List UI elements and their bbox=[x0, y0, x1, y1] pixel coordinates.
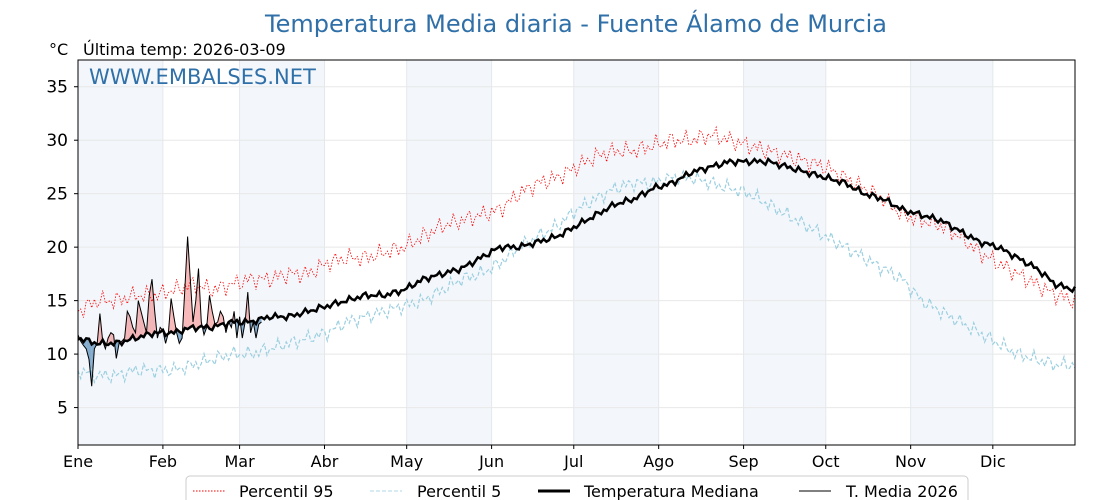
anomaly-warm-fill bbox=[127, 311, 131, 342]
p95-line bbox=[77, 125, 1076, 318]
x-tick-label: Jun bbox=[478, 452, 504, 471]
month-band bbox=[406, 60, 492, 445]
x-tick-label: Feb bbox=[149, 452, 177, 471]
plot-frame bbox=[77, 59, 1076, 446]
x-tick-label: May bbox=[390, 452, 423, 471]
legend-p5: Percentil 5 bbox=[417, 482, 501, 500]
x-tick-label: Ene bbox=[63, 452, 93, 471]
anomaly-warm-fill bbox=[151, 279, 155, 337]
anomaly-warm-fill bbox=[171, 298, 174, 334]
chart-title: Temperatura Media diaria - Fuente Álamo … bbox=[264, 9, 887, 38]
anomaly-warm-fill bbox=[187, 236, 191, 330]
legend: Percentil 95 Percentil 5 Temperatura Med… bbox=[185, 475, 969, 500]
anomaly-warm-fill bbox=[195, 268, 199, 331]
anomaly-warm-fill bbox=[220, 311, 224, 325]
legend-p95: Percentil 95 bbox=[239, 482, 334, 500]
y-tick-label: 25 bbox=[46, 185, 68, 205]
legend-2026: T. Media 2026 bbox=[845, 482, 958, 500]
anomaly-warm-fill bbox=[130, 316, 133, 340]
x-tick-label: Dic bbox=[980, 452, 1006, 471]
p5-line bbox=[77, 169, 1076, 385]
legend-median: Temperatura Mediana bbox=[583, 482, 759, 500]
x-tick-label: Jul bbox=[563, 452, 583, 471]
y-tick-label: 15 bbox=[46, 292, 68, 312]
x-tick-label: Ago bbox=[643, 452, 674, 471]
x-tick-label: Abr bbox=[311, 452, 339, 471]
anomaly-cold-fill bbox=[86, 338, 89, 360]
month-band bbox=[743, 60, 826, 445]
current-year-line bbox=[77, 236, 262, 387]
x-tick-label: Nov bbox=[895, 452, 926, 471]
y-tick-label: 10 bbox=[46, 345, 68, 365]
y-tick-label: 5 bbox=[57, 399, 68, 419]
anomaly-warm-fill bbox=[209, 295, 213, 331]
month-band bbox=[573, 60, 659, 445]
anomaly-cold-fill bbox=[88, 338, 92, 387]
unit-label: °C bbox=[49, 40, 68, 59]
median-line bbox=[77, 156, 1077, 348]
month-band bbox=[910, 60, 993, 445]
watermark: WWW.EMBALSES.NET bbox=[89, 65, 316, 89]
x-tick-label: Mar bbox=[225, 452, 256, 471]
x-tick-label: Sep bbox=[729, 452, 759, 471]
y-tick-label: 35 bbox=[46, 78, 68, 98]
anomaly-warm-fill bbox=[140, 311, 144, 338]
month-band bbox=[239, 60, 325, 445]
y-tick-label: 20 bbox=[46, 238, 68, 258]
last-temp-label: Última temp: 2026-03-09 bbox=[83, 40, 286, 59]
x-tick-label: Oct bbox=[812, 452, 840, 471]
month-band bbox=[78, 60, 163, 445]
y-tick-label: 30 bbox=[46, 131, 68, 151]
